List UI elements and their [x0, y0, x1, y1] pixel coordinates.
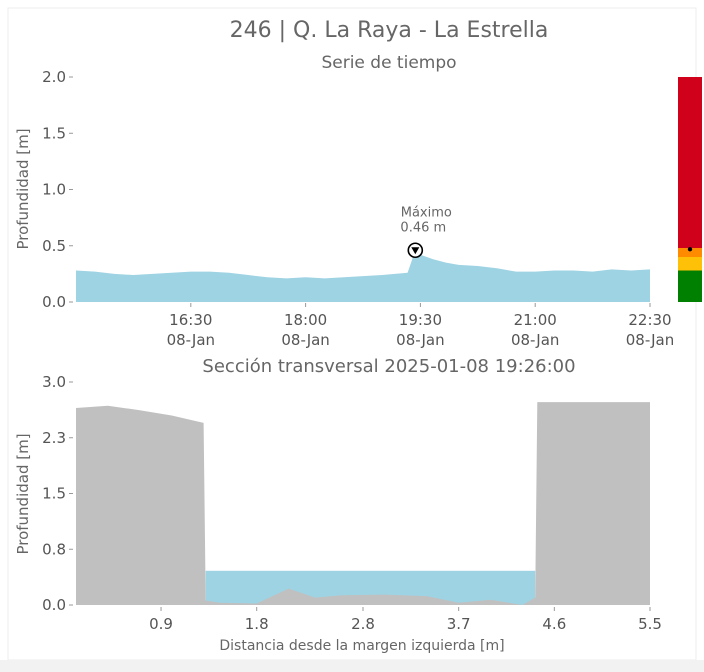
ytick-label: 0.8 — [42, 540, 66, 558]
depth-area-series — [76, 250, 650, 302]
ytick-label: 0.0 — [42, 293, 66, 311]
xtick-date-label: 08-Jan — [626, 331, 674, 349]
ytick-label: 3.0 — [42, 373, 66, 391]
ytick-label: 0.0 — [42, 596, 66, 614]
risk-level-segment — [678, 257, 702, 271]
xtick-label: 3.7 — [447, 615, 471, 633]
cross-section-ylabel: Profundidad [m] — [14, 433, 32, 554]
cross-section-y-axis: 0.0 0.8 1.5 2.3 3.0 — [42, 373, 73, 614]
ytick-label: 2.0 — [42, 68, 66, 86]
time-series-y-axis: 0.0 0.5 1.0 1.5 2.0 — [42, 68, 73, 311]
footer-bar — [0, 660, 704, 672]
risk-level-segment — [678, 77, 702, 248]
xtick-date-label: 08-Jan — [281, 331, 329, 349]
xtick-label: 2.8 — [351, 615, 375, 633]
max-annotation-label: Máximo — [401, 205, 452, 220]
xtick-time-label: 21:00 — [514, 311, 557, 329]
max-annotation-value: 0.46 m — [400, 220, 446, 235]
max-triangle-icon — [411, 247, 420, 255]
xtick-date-label: 08-Jan — [396, 331, 444, 349]
max-annotation: Máximo 0.46 m — [400, 205, 452, 259]
risk-level-segment — [678, 248, 702, 257]
ytick-label: 1.0 — [42, 181, 66, 199]
time-series-chart: Serie de tiempo Profundidad [m] 0.0 0.5 1.… — [14, 53, 702, 349]
ytick-label: 0.5 — [42, 237, 66, 255]
time-series-x-axis: 16:30 08-Jan 18:00 08-Jan 19:30 08-Jan 21:00 08… — [167, 303, 674, 349]
xtick-time-label: 19:30 — [399, 311, 442, 329]
terrain-area — [76, 402, 650, 605]
xtick-time-label: 16:30 — [169, 311, 212, 329]
xtick-label: 5.5 — [638, 615, 662, 633]
ytick-label: 1.5 — [42, 124, 66, 142]
xtick-date-label: 08-Jan — [167, 331, 215, 349]
cross-section-xlabel: Distancia desde la margen izquierda [m] — [219, 638, 504, 654]
xtick-time-label: 18:00 — [284, 311, 327, 329]
xtick-date-label: 08-Jan — [511, 331, 559, 349]
time-series-title: Serie de tiempo — [321, 53, 456, 73]
risk-level-segment — [678, 270, 702, 302]
ytick-label: 1.5 — [42, 485, 66, 503]
cross-section-x-axis: 0.9 1.8 2.8 3.7 4.6 5.5 — [149, 607, 662, 633]
ytick-label: 2.3 — [42, 429, 66, 447]
xtick-time-label: 22:30 — [628, 311, 671, 329]
xtick-label: 0.9 — [149, 615, 173, 633]
cross-section-title: Sección transversal 2025-01-08 19:26:00 — [202, 356, 575, 377]
figure-title: 246 | Q. La Raya - La Estrella — [230, 18, 549, 43]
xtick-label: 1.8 — [245, 615, 269, 633]
cross-section-chart: Sección transversal 2025-01-08 19:26:00 … — [14, 356, 662, 654]
xtick-label: 4.6 — [542, 615, 566, 633]
risk-level-bar — [678, 77, 702, 302]
time-series-ylabel: Profundidad [m] — [14, 128, 32, 249]
time-series-plot-area — [76, 250, 650, 302]
cross-section-plot-area — [76, 402, 650, 605]
risk-marker-dot — [687, 247, 693, 252]
